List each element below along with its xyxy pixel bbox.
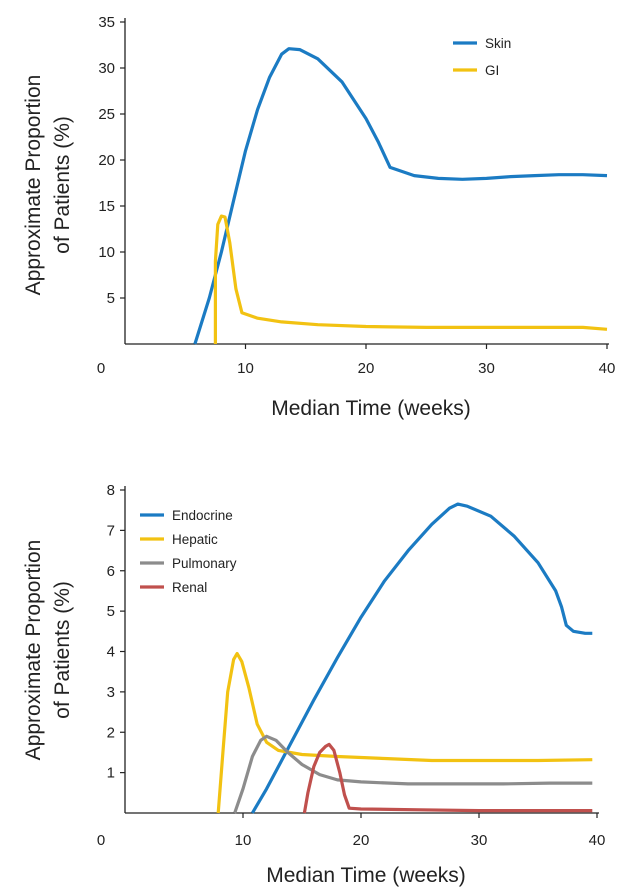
y-tick-label: 35 [98, 14, 115, 31]
x-axis-title: Median Time (weeks) [266, 864, 466, 887]
y-tick-label: 3 [107, 684, 115, 701]
y-tick-label: 8 [107, 482, 115, 499]
y-axis-title-line: Approximate Proportion [22, 75, 45, 296]
y-tick-label: 20 [98, 152, 115, 169]
x-tick-label: 30 [478, 360, 495, 377]
x-tick-label: 40 [589, 832, 606, 849]
y-tick-label: 4 [107, 644, 115, 661]
x-tick-label: 20 [353, 832, 370, 849]
series-line-gi [213, 214, 608, 344]
series-line-pulmonary [233, 734, 593, 814]
legend-label-endocrine: Endocrine [172, 508, 233, 523]
x-axis-title: Median Time (weeks) [271, 397, 471, 420]
y-tick-label: 5 [107, 603, 115, 620]
legend-label-skin: Skin [485, 36, 511, 51]
x-tick-label: 10 [237, 360, 254, 377]
chart-2: 1 2 3 4 5 6 7 8 10 20 30 40 0 Median Time (weeks) Appr… [22, 482, 605, 887]
y-tick-label: 2 [107, 724, 115, 741]
y-tick-label: 1 [107, 765, 115, 782]
y-axis-title-line: Approximate Proportion [22, 540, 45, 761]
y-tick-label: 30 [98, 60, 115, 77]
legend-label-hepatic: Hepatic [172, 532, 218, 547]
series-line-skin [193, 47, 608, 345]
series-line-renal [302, 742, 593, 814]
x-tick-label: 20 [358, 360, 375, 377]
y-axis-title-line: of Patients (%) [51, 116, 74, 254]
series-line-endocrine [251, 502, 593, 814]
y-axis-title-line: of Patients (%) [51, 581, 74, 719]
series-line-hepatic [216, 651, 593, 814]
chart-1: 5 10 15 20 25 30 35 10 20 30 40 0 Median Time (weeks… [22, 14, 615, 420]
legend-label-gi: GI [485, 63, 499, 78]
y-tick-label: 25 [98, 106, 115, 123]
y-tick-label: 10 [98, 244, 115, 261]
y-tick-label: 15 [98, 198, 115, 215]
x-tick-label: 30 [471, 832, 488, 849]
y-tick-label: 7 [107, 522, 115, 539]
x-origin-label: 0 [97, 360, 105, 377]
x-origin-label: 0 [97, 832, 105, 849]
y-tick-label: 6 [107, 563, 115, 580]
x-tick-label: 40 [599, 360, 616, 377]
y-tick-label: 5 [107, 290, 115, 307]
x-tick-label: 10 [235, 832, 252, 849]
legend-label-renal: Renal [172, 580, 207, 595]
legend-label-pulmonary: Pulmonary [172, 556, 237, 571]
